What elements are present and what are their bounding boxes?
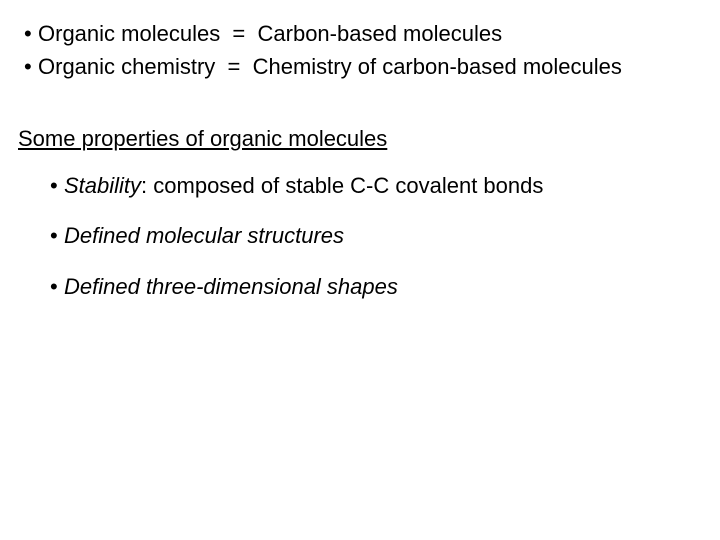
bullet-label: Organic molecules: [38, 21, 220, 46]
bullet-icon: •: [24, 20, 38, 49]
sub-bullet-emph: Defined three-dimensional shapes: [64, 274, 398, 299]
bullet-label: Organic chemistry: [38, 54, 215, 79]
bullet-icon: •: [50, 273, 64, 302]
sub-bullet-1: •Defined molecular structures: [0, 222, 720, 251]
bullet-icon: •: [50, 172, 64, 201]
sub-bullet-emph: Defined molecular structures: [64, 223, 344, 248]
bullet-def: Chemistry of carbon-based molecules: [253, 54, 622, 79]
bullet-eq: =: [232, 21, 245, 46]
bullet-icon: •: [24, 53, 38, 82]
sub-bullet-emph: Stability: [64, 173, 141, 198]
bullet-eq: =: [228, 54, 241, 79]
slide-root: •Organic molecules = Carbon-based molecu…: [0, 0, 720, 540]
bullet-icon: •: [50, 222, 64, 251]
sub-bullet-2: •Defined three-dimensional shapes: [0, 273, 720, 302]
top-bullet-1: •Organic chemistry = Chemistry of carbon…: [0, 53, 720, 82]
bullet-def: Carbon-based molecules: [258, 21, 503, 46]
sub-bullet-rest: : composed of stable C-C covalent bonds: [141, 173, 543, 198]
section-heading: Some properties of organic molecules: [0, 125, 720, 154]
top-bullet-0: •Organic molecules = Carbon-based molecu…: [0, 20, 720, 49]
sub-bullet-0: •Stability: composed of stable C-C coval…: [0, 172, 720, 201]
